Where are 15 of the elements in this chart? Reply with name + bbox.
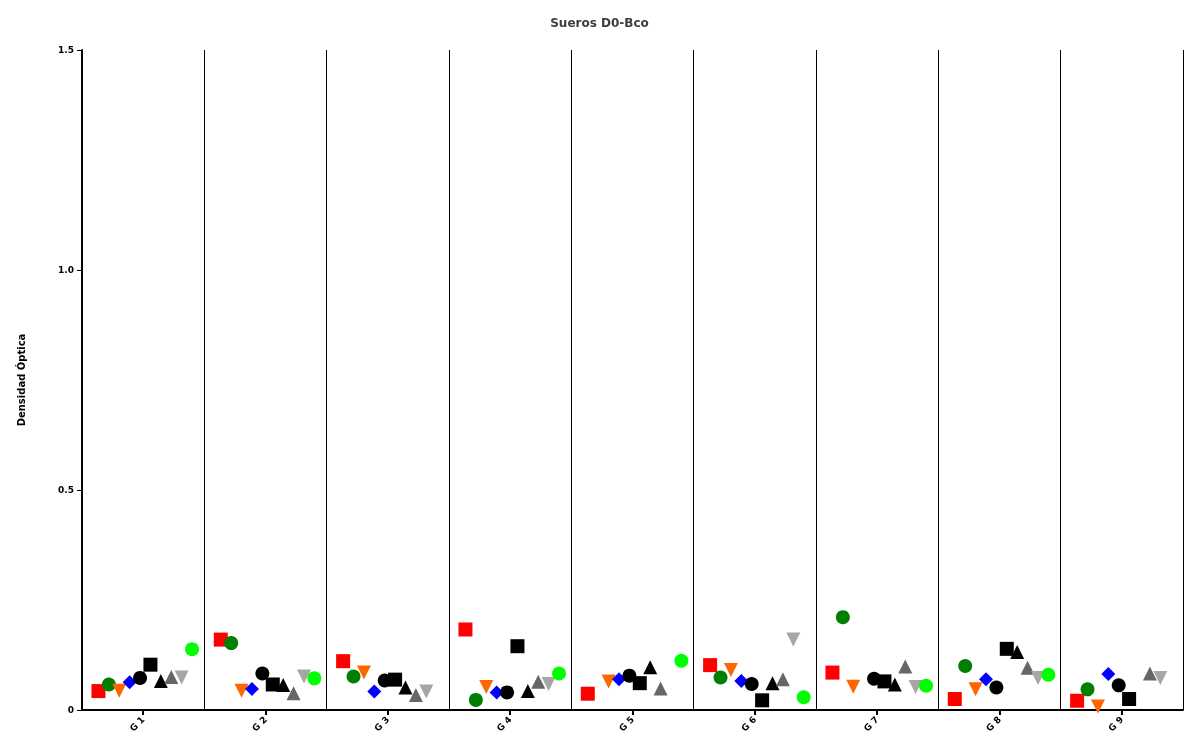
- y-tick-label: 1.0: [58, 265, 74, 275]
- x-tick-label: G 9: [1106, 714, 1126, 734]
- x-tick-label: G 8: [984, 714, 1004, 734]
- x-tick-label: G 4: [494, 714, 514, 734]
- y-tick-label: 0.5: [58, 485, 74, 495]
- x-tick-label: G 5: [617, 714, 637, 734]
- chart-title: Sueros D0-Bco: [550, 16, 649, 30]
- x-tick-label: G 6: [739, 714, 759, 734]
- x-tick-label: G 2: [250, 714, 270, 734]
- x-tick-label: G 1: [127, 714, 147, 734]
- y-tick-label: 1.5: [58, 45, 74, 55]
- x-tick-label: G 3: [372, 714, 392, 734]
- x-tick-label: G 7: [861, 714, 881, 734]
- y-tick-label: 0: [67, 705, 74, 715]
- y-axis-title: Densidad Óptica: [14, 333, 27, 427]
